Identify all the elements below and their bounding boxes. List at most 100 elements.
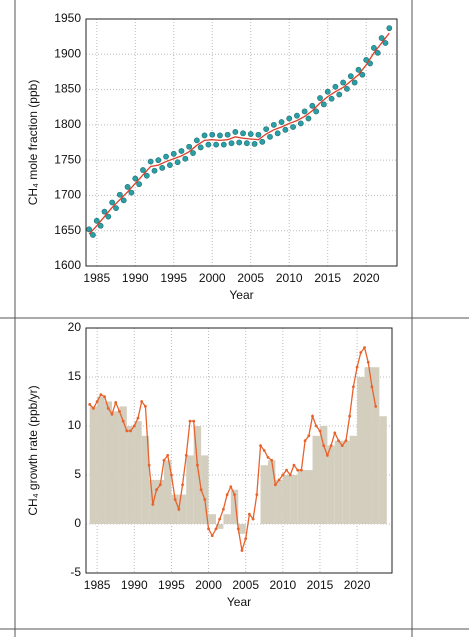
bar — [379, 416, 387, 524]
point — [236, 139, 243, 146]
bar — [186, 455, 194, 524]
point — [318, 429, 322, 433]
point — [311, 414, 314, 418]
point — [386, 25, 393, 32]
plot-frame — [85, 18, 398, 267]
point — [329, 444, 333, 447]
point — [95, 400, 99, 403]
x-tick-label: 1990 — [122, 271, 149, 285]
y-tick-label: 1750 — [54, 152, 81, 166]
y-tick-label: 1900 — [54, 46, 81, 60]
point — [124, 184, 131, 190]
point — [243, 140, 250, 147]
point — [247, 512, 251, 516]
point — [103, 395, 106, 398]
x-tick-label: 2010 — [269, 578, 296, 592]
point — [320, 101, 327, 108]
bar — [89, 406, 98, 524]
point — [90, 232, 96, 238]
point — [190, 150, 196, 156]
point — [181, 483, 184, 487]
y-tick-label: 1800 — [54, 117, 81, 131]
point — [105, 213, 112, 220]
point — [192, 419, 196, 423]
point — [174, 159, 181, 166]
point — [93, 217, 100, 224]
point — [178, 148, 185, 154]
point — [188, 419, 192, 423]
point — [251, 517, 255, 521]
point — [290, 124, 296, 130]
point — [205, 141, 212, 148]
point — [363, 346, 366, 349]
point — [155, 488, 158, 492]
point — [348, 414, 352, 418]
point — [109, 199, 116, 206]
x-axis-label: Year — [227, 595, 251, 609]
bar — [282, 475, 291, 524]
point — [313, 108, 320, 115]
point — [163, 153, 169, 160]
point — [366, 360, 370, 364]
point — [116, 191, 123, 198]
bar — [163, 460, 172, 524]
line — [88, 32, 390, 235]
point — [224, 131, 231, 138]
point — [294, 112, 300, 119]
bar — [290, 475, 298, 524]
point — [158, 483, 162, 487]
y-axis-label: CH₄ mole fraction (ppb) — [26, 80, 40, 206]
point — [159, 165, 166, 171]
point — [337, 439, 340, 443]
bar — [305, 470, 313, 524]
x-tick-label: 2020 — [344, 578, 371, 592]
point — [347, 73, 354, 80]
point — [218, 517, 222, 521]
bar — [357, 377, 365, 524]
point — [255, 493, 259, 496]
bar — [312, 435, 320, 524]
point — [129, 429, 132, 433]
point — [121, 419, 125, 423]
x-tick-label: 2005 — [237, 271, 264, 285]
bar — [297, 470, 306, 524]
x-tick-label: 1985 — [83, 271, 110, 285]
point — [184, 454, 188, 457]
point — [166, 454, 170, 457]
point — [151, 167, 158, 174]
point — [277, 478, 281, 482]
point — [267, 133, 273, 140]
point — [228, 140, 235, 147]
point — [332, 83, 339, 90]
point — [173, 498, 177, 501]
point — [193, 137, 200, 144]
point — [374, 405, 378, 408]
point — [333, 431, 337, 435]
point — [244, 537, 248, 541]
point — [118, 409, 121, 413]
bar — [238, 524, 246, 534]
bar — [201, 455, 209, 524]
x-tick-label: 2015 — [307, 578, 334, 592]
point — [203, 498, 207, 501]
y-tick-label: 1650 — [54, 223, 81, 237]
point — [328, 95, 335, 102]
point — [382, 40, 389, 46]
point — [140, 400, 144, 403]
point — [297, 120, 304, 127]
point — [251, 141, 258, 147]
bar — [334, 440, 343, 524]
point — [144, 405, 147, 408]
point — [151, 503, 155, 506]
point — [240, 130, 246, 137]
point — [259, 138, 266, 145]
y-tick-label: 1600 — [54, 258, 81, 272]
point — [120, 197, 127, 204]
point — [307, 434, 311, 438]
x-axis-label: Year — [229, 288, 253, 302]
bar — [104, 401, 112, 524]
point — [143, 172, 150, 179]
point — [110, 412, 114, 416]
bar — [126, 426, 135, 524]
